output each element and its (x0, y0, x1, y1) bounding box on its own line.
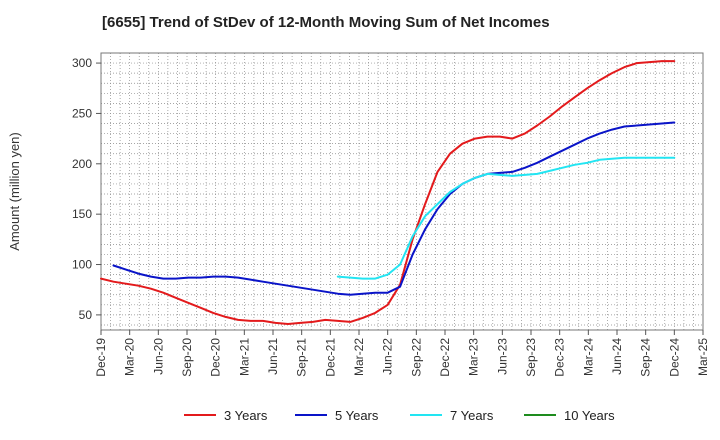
x-tick-label: Dec-21 (323, 338, 337, 377)
legend-label-10-years: 10 Years (564, 408, 615, 423)
legend-label-5-years: 5 Years (335, 408, 379, 423)
x-tick-label: Sep-23 (524, 338, 538, 377)
x-tick-label: Sep-20 (180, 338, 194, 377)
x-tick-label: Jun-21 (266, 338, 280, 375)
y-tick-label: 250 (72, 106, 92, 120)
y-tick-label: 150 (72, 207, 92, 221)
y-tick-label: 200 (72, 157, 92, 171)
legend: 3 Years 5 Years 7 Years 10 Years (184, 408, 615, 423)
x-tick-label: Dec-22 (438, 338, 452, 377)
x-tick-label: Dec-19 (94, 338, 108, 377)
series-line-7-years (336, 156, 676, 280)
x-tick-label: Jun-23 (495, 338, 509, 375)
x-tick-label: Mar-23 (467, 338, 481, 376)
plot-border (100, 52, 704, 331)
x-tick-label: Dec-23 (553, 338, 567, 377)
x-axis: Dec-19 Mar-20 Jun-20 Sep-20 Dec-20 Mar-21 Jun-… (94, 330, 710, 377)
y-tick-label: 100 (72, 258, 92, 272)
x-tick-label: Jun-22 (381, 338, 395, 375)
y-tick-label: 50 (79, 308, 93, 322)
plot-area (101, 53, 703, 330)
x-tick-label: Sep-24 (639, 338, 653, 377)
series-lines (100, 60, 676, 325)
x-tick-label: Mar-21 (237, 338, 251, 376)
x-tick-label: Jun-20 (151, 338, 165, 375)
x-tick-label: Mar-22 (352, 338, 366, 376)
series-line-5-years (112, 121, 676, 296)
x-tick-label: Mar-25 (696, 338, 710, 376)
legend-label-3-years: 3 Years (224, 408, 268, 423)
x-tick-label: Jun-24 (610, 338, 624, 375)
x-tick-label: Mar-20 (123, 338, 137, 376)
x-tick-label: Sep-21 (295, 338, 309, 377)
x-tick-label: Mar-24 (581, 338, 595, 376)
series-line-3-years (100, 60, 676, 325)
chart-title: [6655] Trend of StDev of 12-Month Moving… (102, 14, 550, 31)
y-tick-label: 300 (72, 56, 92, 70)
legend-label-7-years: 7 Years (450, 408, 494, 423)
y-axis-label: Amount (million yen) (7, 132, 22, 251)
x-tick-label: Dec-24 (667, 338, 681, 377)
x-tick-label: Sep-22 (409, 338, 423, 377)
y-axis: 50 100 150 200 250 300 (72, 56, 101, 322)
x-tick-label: Dec-20 (209, 338, 223, 377)
